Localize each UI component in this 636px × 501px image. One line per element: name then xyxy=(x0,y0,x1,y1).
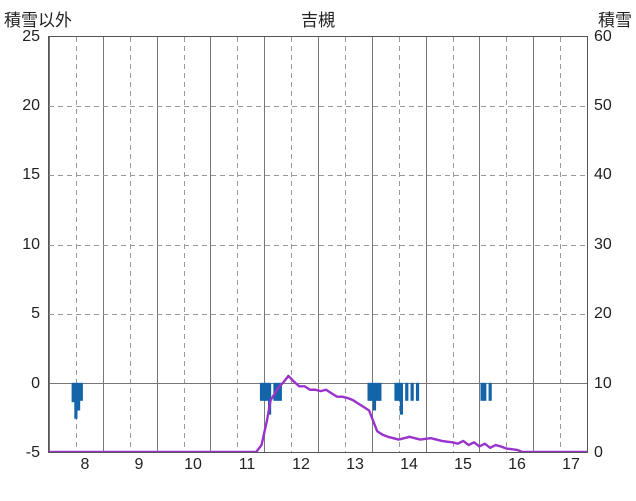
ytick-right-3: 30 xyxy=(594,236,612,253)
xtick-0: 8 xyxy=(80,456,90,473)
plot-inner xyxy=(49,37,587,452)
ytick-right-6: 0 xyxy=(594,444,603,461)
xtick-2: 10 xyxy=(184,456,202,473)
ytick-right-2: 40 xyxy=(594,166,612,183)
ytick-left-1: 20 xyxy=(22,97,40,114)
right-axis-header: 積雪 xyxy=(598,11,632,30)
ytick-left-0: 25 xyxy=(22,28,40,45)
xtick-8: 16 xyxy=(508,456,526,473)
left-axis-header: 積雪以外 xyxy=(4,11,72,30)
page-title: 吉槻 xyxy=(301,11,335,30)
xtick-1: 9 xyxy=(134,456,144,473)
xtick-9: 17 xyxy=(562,456,580,473)
data-layer xyxy=(49,374,587,452)
ytick-right-1: 50 xyxy=(594,97,612,114)
ytick-right-5: 10 xyxy=(594,375,612,392)
ytick-left-5: 0 xyxy=(31,375,40,392)
ytick-left-2: 15 xyxy=(22,166,40,183)
plot-area xyxy=(48,36,588,453)
ytick-right-4: 20 xyxy=(594,305,612,322)
xtick-6: 14 xyxy=(400,456,418,473)
xtick-5: 13 xyxy=(346,456,364,473)
ytick-left-6: -5 xyxy=(25,444,40,461)
grid-layer xyxy=(49,37,587,452)
ytick-left-3: 10 xyxy=(22,236,40,253)
xtick-4: 12 xyxy=(292,456,310,473)
ytick-left-4: 5 xyxy=(31,305,40,322)
xtick-3: 11 xyxy=(238,456,256,473)
ytick-right-0: 60 xyxy=(594,28,612,45)
xtick-7: 15 xyxy=(454,456,472,473)
